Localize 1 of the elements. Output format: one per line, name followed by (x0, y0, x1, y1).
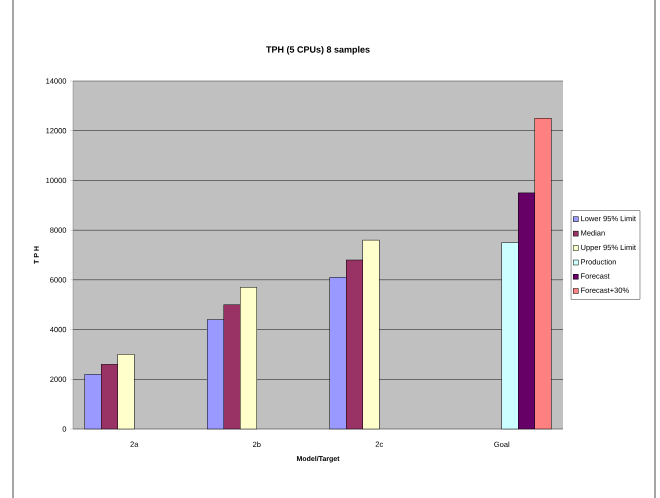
chart-title: TPH (5 CPUs) 8 samples (266, 46, 370, 54)
